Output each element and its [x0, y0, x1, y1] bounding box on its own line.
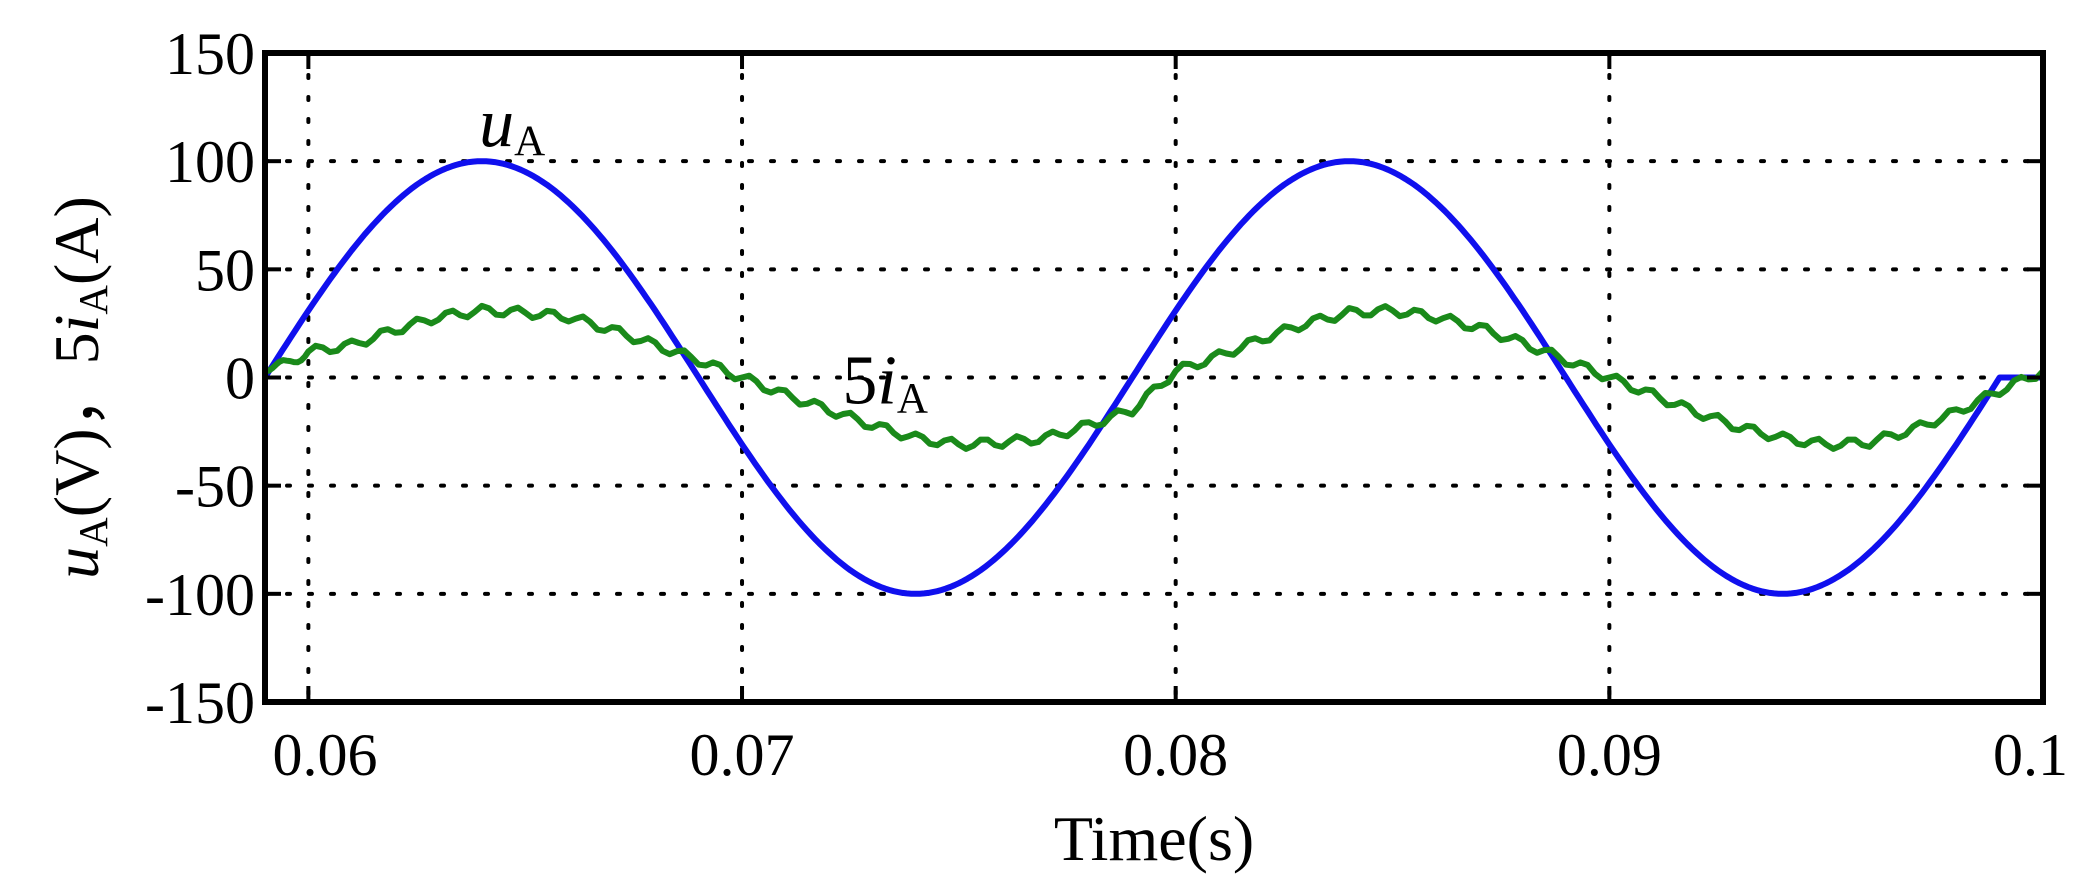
- y-tick-label: -50: [175, 454, 255, 520]
- axis-ticks: [265, 51, 2045, 704]
- grid-lines: [263, 51, 2045, 704]
- x-tick-label: 0.1: [1993, 722, 2068, 788]
- y-tick-label: 50: [195, 237, 255, 303]
- x-axis-title: Time(s): [1054, 803, 1254, 874]
- series-line-1: [262, 158, 2046, 597]
- y-tick-label: -100: [145, 562, 255, 628]
- x-tick-label: 0.09: [1557, 722, 1662, 788]
- series-lines: [262, 158, 2046, 597]
- y-axis-title: uA(V)，5iA(A): [41, 196, 116, 579]
- tick-labels: 0.06 0.07 0.08 0.09 0.1 150 100 50 0 -50 -100 -150: [145, 21, 2068, 788]
- y-tick-label: 0: [225, 346, 255, 412]
- x-tick-label: 0.07: [690, 722, 795, 788]
- series-annotation-2: 5iA: [842, 342, 928, 422]
- series-line-2: [262, 302, 2046, 452]
- series-annotations: uA 5iA: [479, 85, 928, 423]
- x-tick-label: 0.06: [273, 722, 378, 788]
- series-annotation-1: uA: [479, 85, 545, 165]
- y-tick-label: 100: [165, 129, 255, 195]
- y-tick-label: -150: [145, 670, 255, 736]
- x-tick-label: 0.08: [1123, 722, 1228, 788]
- y-tick-label: 150: [165, 21, 255, 87]
